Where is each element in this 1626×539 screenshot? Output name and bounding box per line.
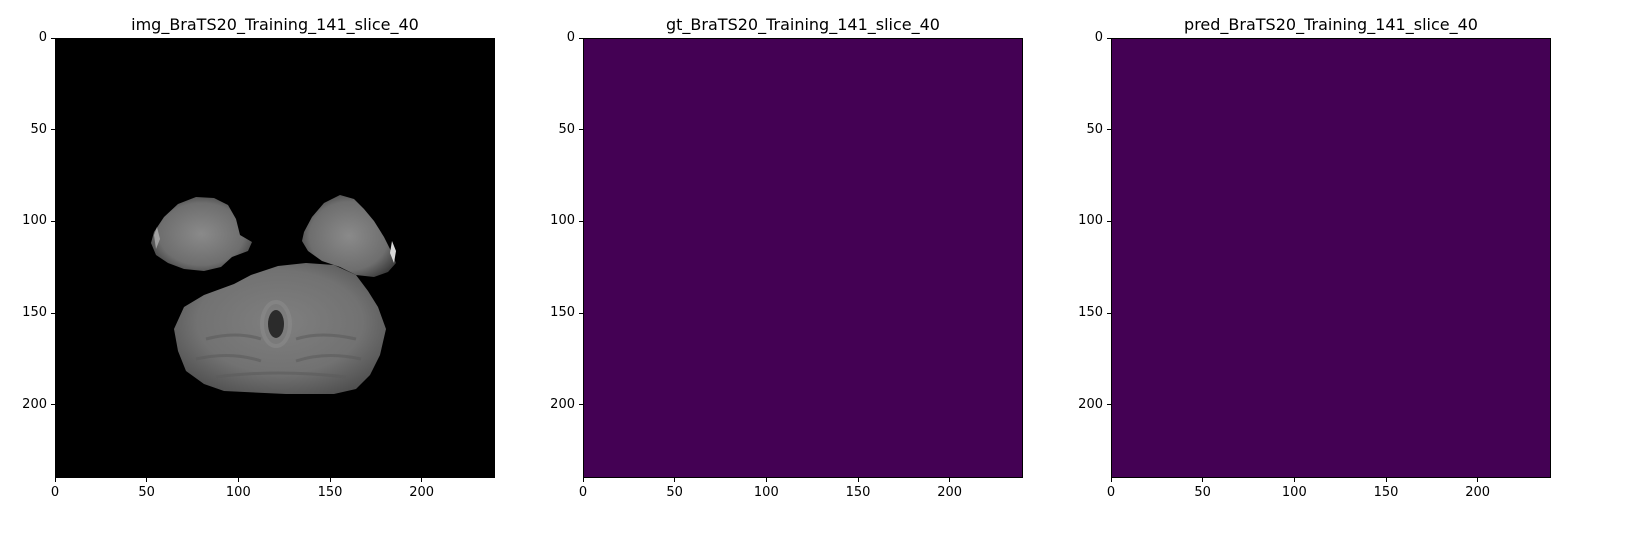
y-tick-mark	[51, 312, 55, 314]
y-tick-mark	[51, 220, 55, 222]
x-tick-mark	[1293, 478, 1295, 482]
y-tick-label: 50	[558, 121, 575, 137]
bright-edge-left	[154, 227, 160, 249]
y-tick-label: 50	[30, 121, 47, 137]
x-tick-label: 150	[317, 485, 343, 500]
x-tick-label: 0	[578, 485, 588, 500]
brainstem-dark-core	[268, 310, 284, 338]
y-tick-label: 150	[1078, 305, 1103, 320]
image-axes	[55, 38, 495, 478]
x-tick-mark	[582, 478, 584, 482]
left-temporal-lobe	[151, 197, 252, 271]
x-tick-mark	[1110, 478, 1112, 482]
y-tick-mark	[579, 129, 583, 131]
y-tick-mark	[579, 220, 583, 222]
x-tick-mark	[949, 478, 951, 482]
x-tick-label: 150	[845, 485, 871, 500]
x-tick-label: 100	[1281, 485, 1307, 500]
y-tick-mark	[579, 404, 583, 406]
subplot-title: pred_BraTS20_Training_141_slice_40	[1184, 15, 1478, 34]
image-axes	[1111, 38, 1551, 478]
x-tick-label: 100	[753, 485, 779, 500]
subplot-title: img_BraTS20_Training_141_slice_40	[131, 15, 419, 34]
y-tick-label: 150	[22, 305, 47, 320]
x-tick-mark	[54, 478, 56, 482]
y-tick-mark	[1107, 129, 1111, 131]
x-tick-mark	[765, 478, 767, 482]
y-tick-mark	[1107, 404, 1111, 406]
y-tick-label: 200	[1078, 396, 1103, 412]
y-tick-label: 200	[550, 396, 575, 412]
x-tick-label: 100	[225, 485, 251, 500]
bright-edge	[390, 241, 396, 263]
y-tick-label: 50	[1086, 121, 1103, 137]
x-tick-label: 0	[1106, 485, 1116, 500]
x-tick-mark	[421, 478, 423, 482]
x-tick-label: 50	[1194, 485, 1211, 500]
x-tick-label: 50	[666, 485, 683, 500]
y-tick-label: 0	[38, 30, 47, 45]
y-tick-label: 0	[566, 30, 575, 45]
y-tick-mark	[51, 37, 55, 39]
y-tick-mark	[51, 129, 55, 131]
mri-slice-image	[151, 195, 396, 394]
y-tick-mark	[1107, 37, 1111, 39]
y-tick-mark	[51, 404, 55, 406]
x-tick-mark	[329, 478, 331, 482]
x-tick-mark	[1385, 478, 1387, 482]
right-temporal-lobe	[302, 195, 396, 277]
folia-pattern	[195, 333, 362, 379]
x-tick-label: 200	[937, 485, 963, 500]
x-tick-mark	[857, 478, 859, 482]
y-tick-label: 100	[22, 213, 47, 229]
y-tick-mark	[579, 312, 583, 314]
y-tick-label: 150	[550, 305, 575, 320]
x-tick-label: 150	[1373, 485, 1399, 500]
y-tick-mark	[1107, 312, 1111, 314]
x-tick-label: 200	[409, 485, 435, 500]
x-tick-label: 50	[138, 485, 155, 500]
x-tick-mark	[1477, 478, 1479, 482]
subplot-title: gt_BraTS20_Training_141_slice_40	[666, 15, 940, 34]
y-tick-label: 100	[550, 213, 575, 229]
x-tick-label: 200	[1465, 485, 1491, 500]
x-tick-mark	[1202, 478, 1204, 482]
y-tick-label: 100	[1078, 213, 1103, 229]
y-tick-label: 200	[22, 396, 47, 412]
y-tick-label: 0	[1094, 30, 1103, 45]
brainstem-rim	[260, 300, 292, 348]
y-tick-mark	[1107, 220, 1111, 222]
image-axes	[583, 38, 1023, 478]
x-tick-mark	[146, 478, 148, 482]
x-tick-label: 0	[50, 485, 60, 500]
y-tick-mark	[579, 37, 583, 39]
x-tick-mark	[237, 478, 239, 482]
x-tick-mark	[674, 478, 676, 482]
